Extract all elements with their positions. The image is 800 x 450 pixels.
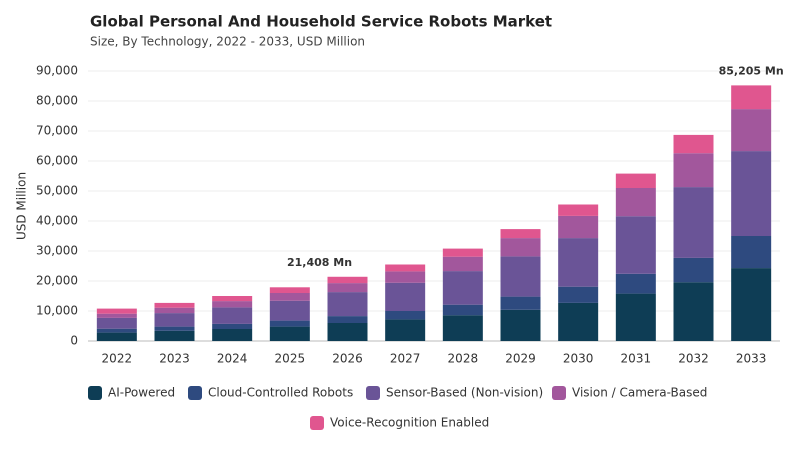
x-tick-label: 2033: [736, 352, 767, 366]
bar-segment: [615, 293, 656, 341]
bar-segment: [558, 302, 599, 341]
bar-segment: [500, 309, 541, 341]
bar-segment: [154, 313, 195, 327]
x-tick-label: 2026: [332, 352, 363, 366]
bar-segment: [269, 287, 310, 293]
bar-segment: [731, 109, 772, 152]
bar-segment: [154, 307, 195, 314]
bar-segment: [442, 256, 483, 272]
bar-segment: [327, 292, 368, 317]
bar-segment: [673, 187, 714, 258]
x-tick-label: 2024: [217, 352, 248, 366]
bar-segment: [558, 204, 599, 216]
bar-segment: [154, 330, 195, 341]
bar-segment: [731, 85, 772, 110]
bar-segment: [327, 323, 368, 341]
bar-segment: [96, 332, 137, 341]
bar-segment: [558, 238, 599, 287]
legend-label: AI-Powered: [108, 386, 175, 400]
x-tick-label: 2027: [390, 352, 421, 366]
bar-segment: [154, 302, 195, 308]
legend-swatch: [188, 386, 202, 400]
bar-segment: [212, 323, 253, 329]
bar-segment: [385, 311, 426, 320]
bar-segment: [615, 216, 656, 274]
bar-segment: [673, 282, 714, 341]
bar-segment: [212, 307, 253, 324]
bar-segment: [385, 319, 426, 341]
x-tick-label: 2023: [159, 352, 190, 366]
chart-title: Global Personal And Household Service Ro…: [90, 13, 552, 31]
y-tick-label: 40,000: [36, 214, 78, 228]
bar-segment: [96, 308, 137, 314]
bar-segment: [500, 229, 541, 239]
legend-label: Cloud-Controlled Robots: [208, 386, 353, 400]
bar-segment: [269, 320, 310, 327]
bar-segment: [615, 273, 656, 294]
x-tick-label: 2029: [505, 352, 536, 366]
x-tick-label: 2028: [448, 352, 479, 366]
y-tick-label: 10,000: [36, 304, 78, 318]
bar-segment: [96, 317, 137, 329]
bar-segment: [212, 301, 253, 308]
bar-segment: [327, 283, 368, 293]
y-tick-label: 20,000: [36, 274, 78, 288]
y-tick-label: 0: [70, 334, 78, 348]
bar-segment: [731, 236, 772, 269]
bar-segment: [212, 296, 253, 302]
legend-swatch: [552, 386, 566, 400]
y-tick-label: 90,000: [36, 64, 78, 78]
bar-segment: [269, 300, 310, 321]
x-tick-label: 2025: [275, 352, 306, 366]
legend-swatch: [310, 416, 324, 430]
bar-segment: [500, 296, 541, 310]
y-tick-label: 80,000: [36, 94, 78, 108]
legend-label: Sensor-Based (Non-vision): [386, 386, 543, 400]
x-tick-label: 2031: [621, 352, 652, 366]
bar-segment: [731, 268, 772, 341]
bar-segment: [96, 328, 137, 333]
bar-segment: [154, 326, 195, 331]
annotation: 21,408 Mn: [287, 256, 352, 269]
bar-segment: [442, 271, 483, 305]
bar-segment: [558, 286, 599, 303]
x-tick-label: 2032: [678, 352, 709, 366]
y-tick-label: 60,000: [36, 154, 78, 168]
annotation: 85,205 Mn: [719, 64, 784, 77]
bar-segment: [615, 188, 656, 217]
y-tick-label: 50,000: [36, 184, 78, 198]
bar-segment: [500, 256, 541, 297]
x-tick-label: 2030: [563, 352, 594, 366]
x-tick-label: 2022: [102, 352, 133, 366]
y-tick-label: 70,000: [36, 124, 78, 138]
bar-segment: [673, 153, 714, 188]
bar-segment: [558, 215, 599, 239]
bar-segment: [615, 173, 656, 188]
y-tick-label: 30,000: [36, 244, 78, 258]
bar-segment: [731, 151, 772, 236]
legend-swatch: [366, 386, 380, 400]
y-axis-label: USD Million: [15, 172, 29, 240]
bar-segment: [327, 316, 368, 323]
bar-segment: [212, 329, 253, 341]
bar-segment: [442, 315, 483, 341]
bar-segment: [269, 293, 310, 301]
bar-segment: [673, 257, 714, 283]
bar-segment: [442, 304, 483, 316]
legend-label: Voice-Recognition Enabled: [330, 416, 489, 430]
bar-segment: [96, 313, 137, 318]
bar-segment: [442, 248, 483, 257]
bar-segment: [673, 134, 714, 154]
bar-segment: [269, 326, 310, 341]
bar-segment: [500, 238, 541, 257]
legend-swatch: [88, 386, 102, 400]
bar-segment: [385, 264, 426, 272]
bar-segment: [327, 276, 368, 284]
chart-subtitle: Size, By Technology, 2022 - 2033, USD Mi…: [90, 35, 365, 49]
bar-segment: [385, 282, 426, 311]
bar-segment: [385, 271, 426, 283]
legend-label: Vision / Camera-Based: [572, 386, 707, 400]
